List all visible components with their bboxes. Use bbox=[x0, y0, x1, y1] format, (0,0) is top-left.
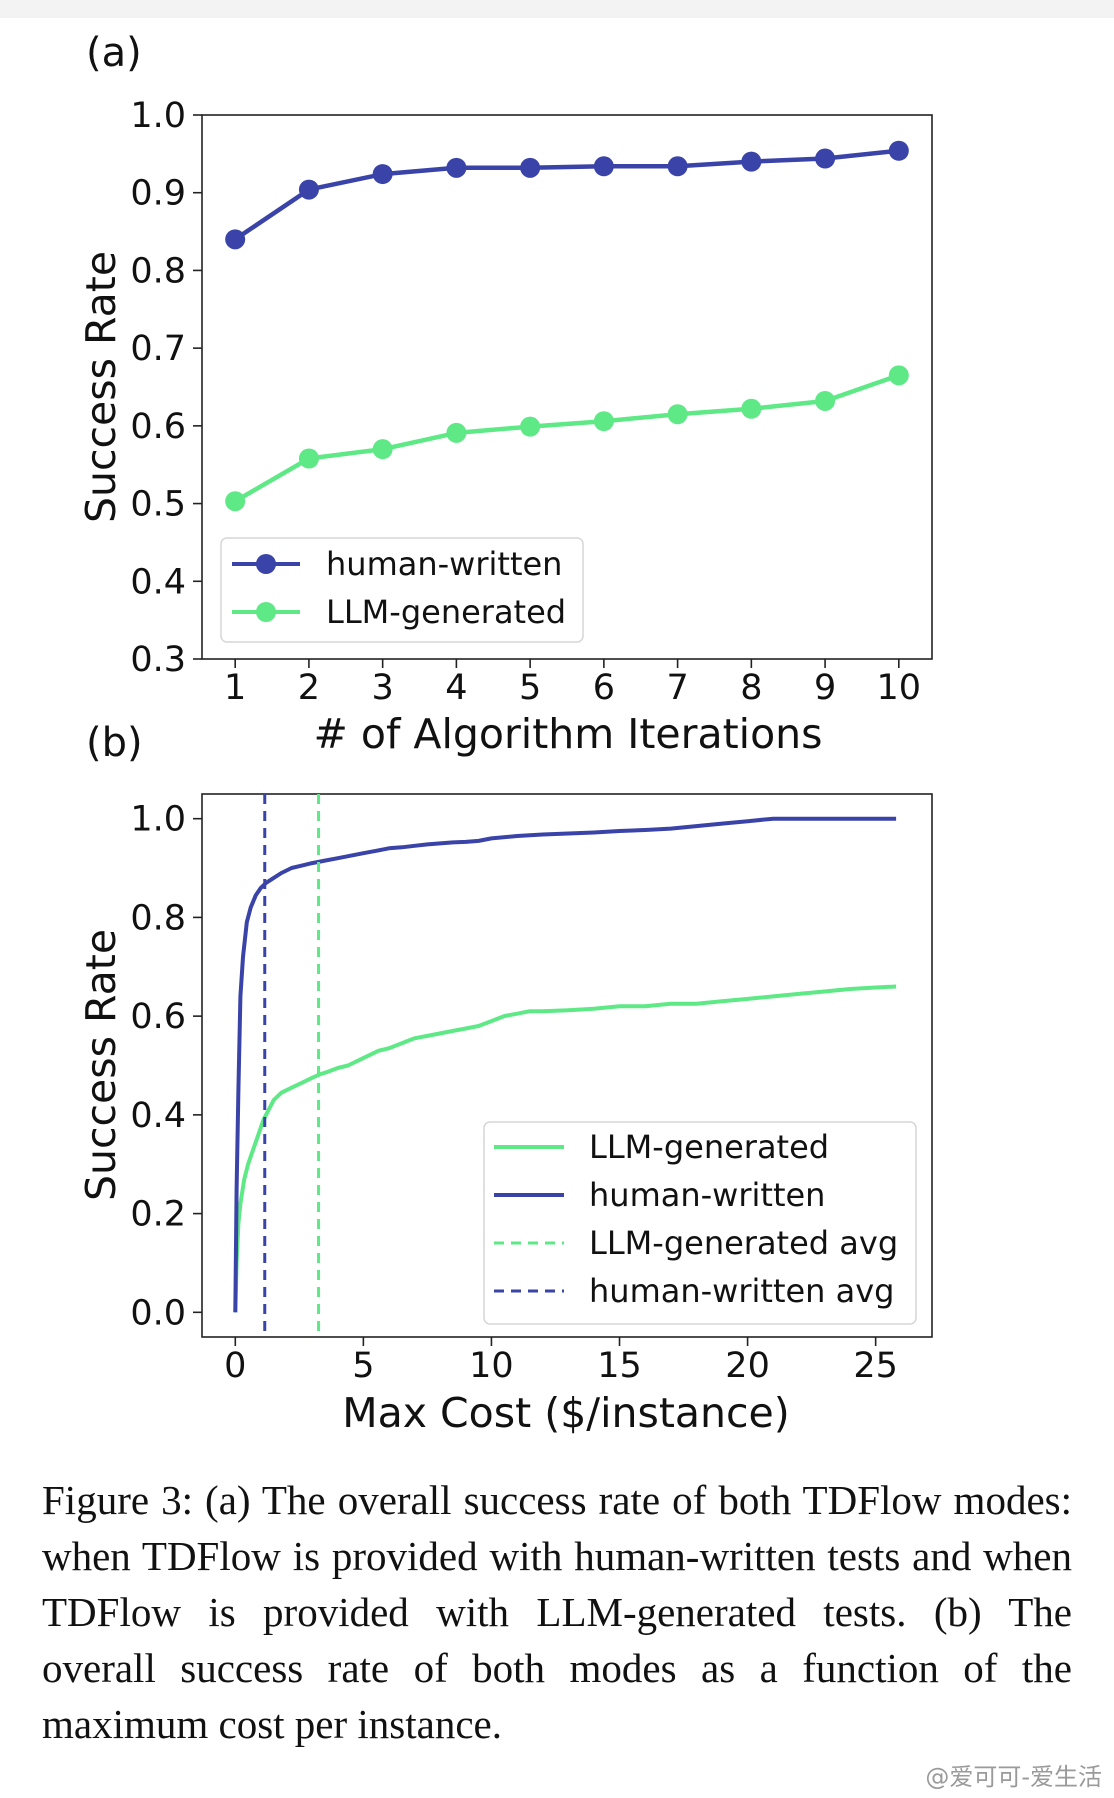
point-llm-generated bbox=[372, 439, 393, 460]
y-tick-label: 0.4 bbox=[130, 562, 186, 602]
panel-a-legend: human-written LLM-generated bbox=[220, 537, 584, 643]
panel-b-legend-box bbox=[483, 1121, 917, 1325]
legend-b-human-avg-label: human-written avg bbox=[589, 1272, 894, 1310]
legend-a-human-marker bbox=[256, 554, 276, 574]
y-tick-label: 0.8 bbox=[130, 251, 186, 291]
panel-a-x-axis-title: # of Algorithm Iterations bbox=[313, 710, 822, 758]
x-tick-label: 10 bbox=[469, 1346, 514, 1386]
x-tick-label: 5 bbox=[519, 668, 541, 708]
y-tick-label: 0.5 bbox=[130, 485, 186, 525]
point-human-written bbox=[225, 229, 246, 250]
series-line-human-written bbox=[233, 816, 897, 1313]
point-llm-generated bbox=[298, 448, 319, 469]
y-tick-label: 1.0 bbox=[130, 800, 186, 840]
point-human-written bbox=[815, 148, 836, 169]
legend-b-llm-label: LLM-generated bbox=[589, 1128, 829, 1166]
panel-a-legend-box bbox=[220, 537, 584, 643]
panel-a-series bbox=[225, 140, 909, 512]
y-tick-label: 0.8 bbox=[130, 898, 186, 938]
legend-a-llm-marker bbox=[256, 602, 276, 622]
panel-b-y-axis-title: Success Rate bbox=[77, 929, 125, 1201]
x-tick-label: 3 bbox=[372, 668, 394, 708]
watermark: @爱可可-爱生活 bbox=[925, 1763, 1102, 1791]
point-llm-generated bbox=[667, 404, 688, 425]
y-tick-label: 0.6 bbox=[130, 997, 186, 1037]
point-human-written bbox=[593, 156, 614, 177]
panel-b-legend: LLM-generated human-written LLM-generate… bbox=[483, 1121, 917, 1325]
point-human-written bbox=[741, 151, 762, 172]
panel-b-frame bbox=[201, 793, 933, 1338]
panel-b: (b) 0.0 0.2 0.4 0.6 0.8 1.0 0 5 10 15 20 25 Succes… bbox=[77, 720, 933, 1437]
point-human-written bbox=[520, 157, 541, 178]
point-human-written bbox=[888, 140, 909, 161]
panel-b-x-axis-title: Max Cost ($/instance) bbox=[342, 1389, 790, 1437]
legend-b-llm-avg-label: LLM-generated avg bbox=[589, 1224, 898, 1262]
series-line-llm-generated bbox=[234, 373, 900, 504]
x-tick-label: 4 bbox=[445, 668, 467, 708]
point-llm-generated bbox=[593, 411, 614, 432]
x-tick-label: 8 bbox=[740, 668, 762, 708]
x-tick-label: 1 bbox=[224, 668, 246, 708]
y-tick-label: 0.0 bbox=[130, 1293, 186, 1333]
top-strip bbox=[0, 0, 1114, 18]
legend-a-llm-label: LLM-generated bbox=[326, 593, 566, 631]
panel-a: (a) 0.3 0.4 0.5 0.6 0.7 0.8 0.9 1.0 1 2 3 4 5 6 7 8 9 10… bbox=[77, 30, 933, 758]
point-human-written bbox=[667, 156, 688, 177]
point-llm-generated bbox=[888, 365, 909, 386]
x-tick-label: 9 bbox=[814, 668, 836, 708]
panel-a-y-axis-title: Success Rate bbox=[77, 251, 125, 523]
y-tick-label: 0.6 bbox=[130, 407, 186, 447]
panel-a-frame bbox=[201, 114, 933, 660]
y-tick-label: 1.0 bbox=[130, 96, 186, 136]
figure-caption: Figure 3: (a) The overall success rate o… bbox=[42, 1477, 1072, 1747]
legend-b-human-label: human-written bbox=[589, 1176, 825, 1214]
x-tick-label: 6 bbox=[593, 668, 615, 708]
y-tick-label: 0.3 bbox=[130, 640, 186, 680]
point-llm-generated bbox=[741, 398, 762, 419]
x-tick-label: 5 bbox=[352, 1346, 374, 1386]
point-human-written bbox=[372, 164, 393, 185]
panel-a-x-ticks: 1 2 3 4 5 6 7 8 9 10 bbox=[224, 659, 921, 708]
figure: (a) 0.3 0.4 0.5 0.6 0.7 0.8 0.9 1.0 1 2 3 4 5 6 7 8 9 10… bbox=[77, 30, 933, 1437]
x-tick-label: 7 bbox=[666, 668, 688, 708]
point-human-written bbox=[446, 157, 467, 178]
x-tick-label: 2 bbox=[298, 668, 320, 708]
point-human-written bbox=[298, 179, 319, 200]
panel-b-series bbox=[233, 794, 897, 1337]
panel-a-y-ticks: 0.3 0.4 0.5 0.6 0.7 0.8 0.9 1.0 bbox=[130, 96, 202, 680]
panel-a-label: (a) bbox=[86, 30, 142, 76]
x-tick-label: 15 bbox=[597, 1346, 642, 1386]
point-llm-generated bbox=[815, 390, 836, 411]
y-tick-label: 0.4 bbox=[130, 1096, 186, 1136]
y-tick-label: 0.7 bbox=[130, 329, 186, 369]
x-tick-label: 20 bbox=[725, 1346, 770, 1386]
x-tick-label: 25 bbox=[853, 1346, 898, 1386]
x-tick-label: 10 bbox=[877, 668, 922, 708]
x-tick-label: 0 bbox=[224, 1346, 246, 1386]
point-llm-generated bbox=[446, 422, 467, 443]
point-llm-generated bbox=[225, 491, 246, 512]
series-line-human-written bbox=[233, 148, 900, 242]
y-tick-label: 0.9 bbox=[130, 174, 186, 214]
point-llm-generated bbox=[520, 416, 541, 437]
panel-b-x-ticks: 0 5 10 15 20 25 bbox=[224, 1337, 898, 1386]
y-tick-label: 0.2 bbox=[130, 1195, 186, 1235]
panel-b-y-ticks: 0.0 0.2 0.4 0.6 0.8 1.0 bbox=[130, 800, 202, 1333]
legend-a-human-label: human-written bbox=[326, 545, 562, 583]
panel-b-label: (b) bbox=[86, 720, 143, 766]
